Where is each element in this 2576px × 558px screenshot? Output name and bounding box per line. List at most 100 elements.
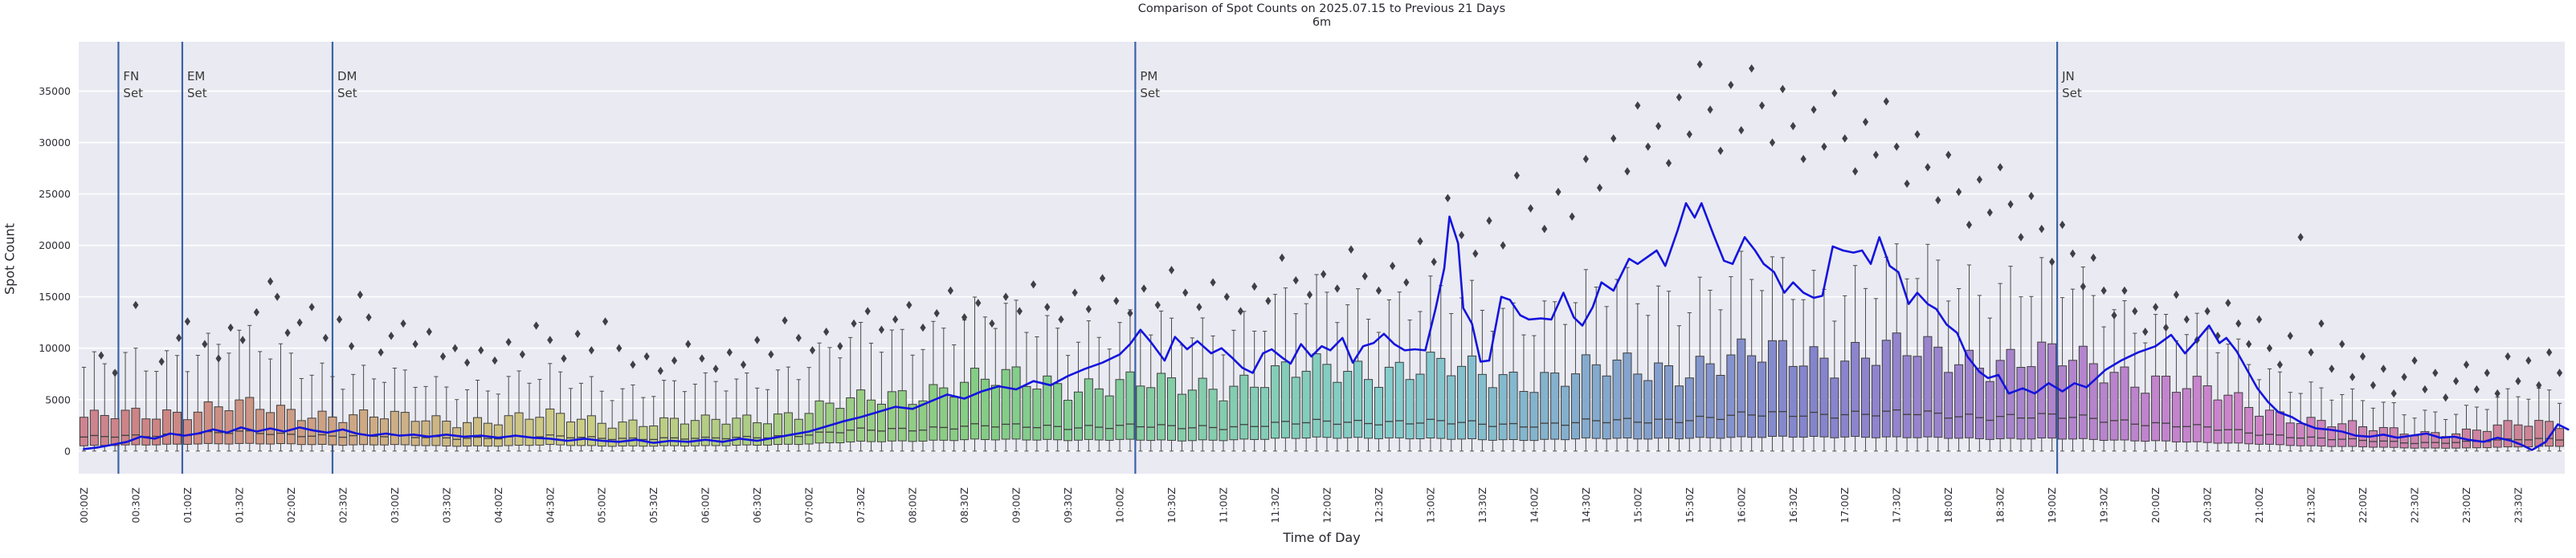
svg-text:14:30Z: 14:30Z <box>1580 487 1592 523</box>
outlier-diamond-icon <box>439 352 447 361</box>
svg-text:10:30Z: 10:30Z <box>1166 487 1178 523</box>
outlier-diamond-icon <box>851 319 857 328</box>
outlier-diamond-icon <box>1790 121 1796 131</box>
svg-text:06:30Z: 06:30Z <box>751 487 763 523</box>
outlier-diamond-icon <box>1582 154 1589 164</box>
outlier-diamond-icon <box>2059 220 2066 230</box>
outlier-diamond-icon <box>2401 373 2407 381</box>
outlier-diamond-icon <box>400 319 406 328</box>
outlier-diamond-icon <box>2463 360 2470 369</box>
outlier-diamond-icon <box>1513 171 1520 180</box>
svg-text:12:00Z: 12:00Z <box>1321 487 1333 523</box>
outlier-diamond-icon <box>1821 142 1827 151</box>
svg-text:35000: 35000 <box>39 85 71 97</box>
svg-text:08:30Z: 08:30Z <box>958 487 970 523</box>
x-tick-labels: 00:00Z 00:30Z 01:00Z 01:30Z 02:00Z 02:30Z 03:0… <box>78 487 2525 523</box>
outlier-diamond-icon <box>1334 284 1341 293</box>
outlier-diamond-icon <box>2100 286 2107 295</box>
event-label-JN: JN Set <box>2061 69 2082 100</box>
outlier-diamond-icon <box>795 333 802 343</box>
svg-text:19:00Z: 19:00Z <box>2046 487 2058 523</box>
outlier-diamond-icon <box>2494 389 2500 398</box>
outlier-diamond-icon <box>726 348 733 357</box>
svg-text:13:00Z: 13:00Z <box>1424 487 1436 523</box>
svg-text:25000: 25000 <box>39 188 71 200</box>
outlier-diamond-icon <box>1925 163 1931 172</box>
outlier-diamond-icon <box>712 365 719 373</box>
outlier-diamond-icon <box>2225 299 2231 308</box>
outlier-diamond-icon <box>2515 377 2521 385</box>
outlier-diamond-icon <box>2276 360 2283 369</box>
outlier-diamond-icon <box>1904 179 1910 188</box>
outlier-diamond-icon <box>463 358 471 367</box>
outlier-diamond-icon <box>2235 319 2242 328</box>
outlier-diamond-icon <box>1444 193 1451 202</box>
outlier-diamond-icon <box>878 325 885 334</box>
outlier-diamond-icon <box>336 315 343 324</box>
outlier-diamond-icon <box>1883 97 1889 106</box>
outlier-diamond-icon <box>933 308 940 318</box>
outlier-diamond-icon <box>1154 300 1161 310</box>
outlier-diamond-icon <box>1665 158 1672 168</box>
outlier-diamond-icon <box>1541 224 1548 234</box>
outlier-diamond-icon <box>1099 274 1106 283</box>
outlier-diamond-icon <box>2380 365 2386 373</box>
boxplot-layer <box>79 243 2565 452</box>
outlier-diamond-icon <box>1085 304 1092 314</box>
outlier-diamond-icon <box>2266 344 2273 352</box>
outlier-diamond-icon <box>1044 303 1051 312</box>
outlier-diamond-icon <box>2473 385 2480 394</box>
outlier-diamond-icon <box>643 352 650 361</box>
outlier-diamond-icon <box>1966 220 1973 230</box>
outlier-diamond-icon <box>1997 163 2003 172</box>
outlier-diamond-icon <box>2349 373 2356 381</box>
outlier-diamond-icon <box>1569 212 1575 221</box>
outlier-diamond-icon <box>2204 307 2211 316</box>
outlier-diamond-icon <box>2484 369 2490 377</box>
outlier-diamond-icon <box>388 332 394 340</box>
outlier-diamond-icon <box>1852 167 1859 176</box>
outlier-diamond-icon <box>184 317 191 326</box>
outlier-diamond-icon <box>699 354 705 363</box>
svg-text:08:00Z: 08:00Z <box>907 487 919 523</box>
outlier-diamond-icon <box>1361 271 1368 281</box>
outlier-diamond-icon <box>809 346 816 355</box>
outlier-diamond-icon <box>426 328 432 336</box>
event-label-EM: EM Set <box>187 69 207 100</box>
outlier-diamond-icon <box>2359 352 2366 361</box>
svg-text:19:30Z: 19:30Z <box>2098 487 2110 523</box>
svg-text:14:00Z: 14:00Z <box>1528 487 1540 523</box>
svg-text:23:00Z: 23:00Z <box>2460 487 2472 523</box>
outlier-diamond-icon <box>253 308 259 317</box>
outlier-diamond-icon <box>2422 385 2428 394</box>
outlier-diamond-icon <box>561 354 567 363</box>
svg-text:0: 0 <box>64 445 71 457</box>
outlier-diamond-icon <box>2018 233 2024 242</box>
svg-text:10000: 10000 <box>39 342 71 354</box>
outlier-diamond-icon <box>2370 381 2377 390</box>
outlier-diamond-icon <box>2308 348 2314 357</box>
outlier-diamond-icon <box>1914 130 1921 139</box>
y-gridlines <box>79 90 2565 452</box>
svg-text:15000: 15000 <box>39 291 71 303</box>
outlier-diamond-icon <box>906 300 912 310</box>
outlier-diamond-icon <box>2505 352 2511 361</box>
outlier-diamond-icon <box>1696 59 1703 69</box>
svg-text:12:30Z: 12:30Z <box>1373 487 1385 523</box>
outlier-diamond-icon <box>1486 216 1492 226</box>
outlier-diamond-icon <box>2318 319 2325 328</box>
outlier-diamond-icon <box>2183 315 2190 324</box>
outlier-diamond-icon <box>602 317 609 326</box>
outlier-diamond-icon <box>1458 230 1465 240</box>
svg-text:10:00Z: 10:00Z <box>1114 487 1126 523</box>
outlier-diamond-icon <box>2028 191 2035 201</box>
outlier-diamond-icon <box>158 357 165 366</box>
outlier-diamond-icon <box>365 313 372 322</box>
svg-text:09:30Z: 09:30Z <box>1062 487 1074 523</box>
outlier-diamond-icon <box>133 300 139 310</box>
outlier-diamond-icon <box>1141 284 1147 293</box>
outlier-diamond-icon <box>837 341 843 351</box>
svg-text:15:00Z: 15:00Z <box>1631 487 1643 523</box>
chart-subtitle: 6m <box>1312 16 1332 29</box>
outlier-diamond-icon <box>533 321 540 330</box>
